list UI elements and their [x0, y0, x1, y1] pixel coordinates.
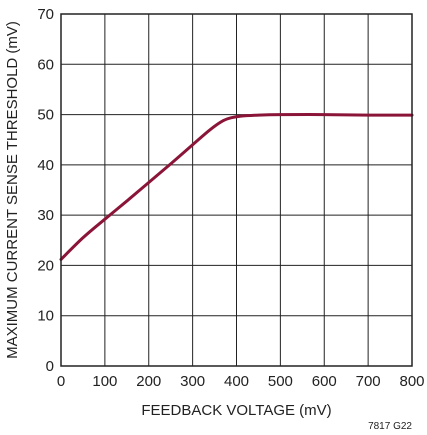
x-tick-label-6: 600 — [312, 373, 337, 390]
y-tick-label-6: 60 — [37, 56, 54, 73]
y-tick-label-5: 50 — [37, 107, 54, 124]
x-tick-label-3: 300 — [180, 373, 205, 390]
y-tick-label-4: 40 — [37, 157, 54, 174]
x-tick-label-8: 800 — [399, 373, 424, 390]
y-tick-label-7: 70 — [37, 6, 54, 23]
x-axis-title: FEEDBACK VOLTAGE (mV) — [141, 402, 331, 419]
x-tick-labels: 0 100 200 300 400 500 600 700 800 — [57, 373, 425, 390]
y-tick-label-2: 20 — [37, 257, 54, 274]
x-tick-label-7: 700 — [356, 373, 381, 390]
figure-id: 7817 G22 — [368, 421, 412, 432]
plot-frame — [60, 13, 413, 367]
x-tick-label-1: 100 — [92, 373, 117, 390]
series-line-0 — [59, 113, 414, 261]
series-layer — [59, 113, 414, 261]
x-tick-label-4: 400 — [224, 373, 249, 390]
y-tick-label-0: 0 — [46, 358, 54, 375]
y-tick-label-3: 30 — [37, 207, 54, 224]
x-tick-label-5: 500 — [268, 373, 293, 390]
x-tick-label-0: 0 — [57, 373, 65, 390]
y-tick-labels: 0 10 20 30 40 50 60 70 — [37, 6, 54, 375]
grid — [61, 14, 412, 366]
x-tick-label-2: 200 — [136, 373, 161, 390]
y-axis-title: MAXIMUM CURRENT SENSE THRESHOLD (mV) — [4, 21, 21, 359]
y-tick-label-1: 10 — [37, 308, 54, 325]
